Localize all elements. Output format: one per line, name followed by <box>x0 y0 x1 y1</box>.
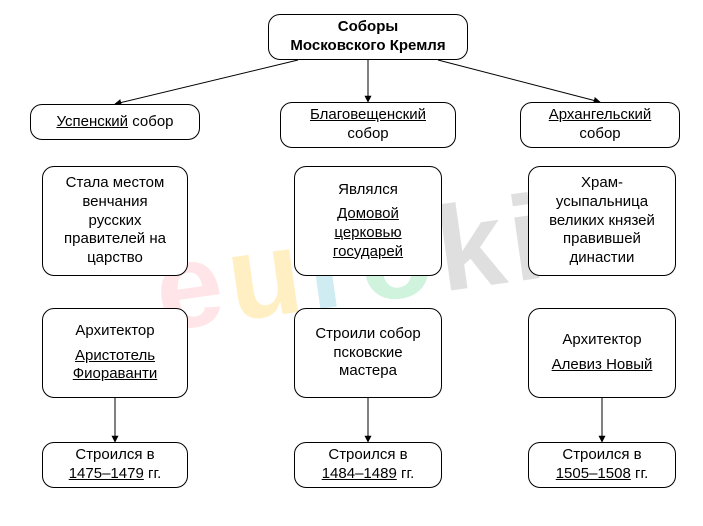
node-root: СоборыМосковского Кремля <box>268 14 468 60</box>
node-col2_arch: Строили соборпсковскиемастера <box>294 308 442 398</box>
node-col1_desc: Стала местомвенчаниярусскихправителей на… <box>42 166 188 276</box>
edge-root-to-col3_title <box>438 60 600 102</box>
node-col2_title: Благовещенскийсобор <box>280 102 456 148</box>
node-col3_desc: Храм-усыпальницавеликих князейправившейд… <box>528 166 676 276</box>
node-col1_arch: Архитектор АристотельФиораванти <box>42 308 188 398</box>
node-col1_title: Успенский собор <box>30 104 200 140</box>
node-col1_years: Строился в1475–1479 гг. <box>42 442 188 488</box>
node-col2_desc: Являлся Домовойцерковьюгосударей <box>294 166 442 276</box>
edge-root-to-col1_title <box>115 60 298 104</box>
node-col3_title: Архангельскийсобор <box>520 102 680 148</box>
node-col2_years: Строился в1484–1489 гг. <box>294 442 442 488</box>
node-col3_arch: Архитектор Алевиз Новый <box>528 308 676 398</box>
node-col3_years: Строился в1505–1508 гг. <box>528 442 676 488</box>
